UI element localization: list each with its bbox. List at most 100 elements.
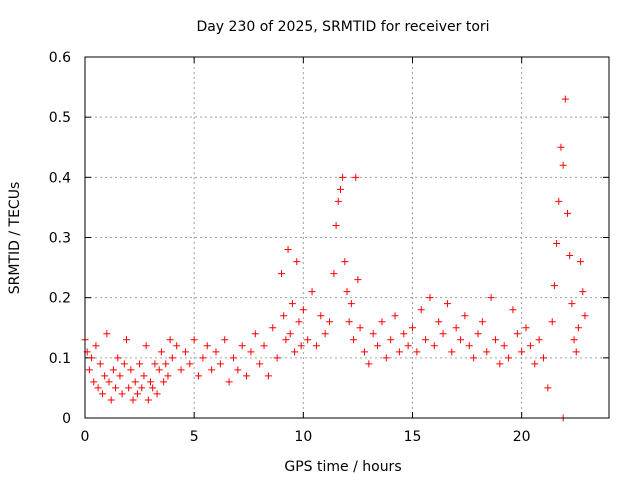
data-point <box>147 378 154 386</box>
y-tick-label: 0.4 <box>49 170 71 186</box>
data-point <box>157 348 165 356</box>
data-point <box>140 372 148 380</box>
data-point <box>572 348 580 356</box>
data-point <box>557 143 565 151</box>
y-tick-label: 0.1 <box>49 351 71 367</box>
data-point <box>439 330 447 338</box>
data-point <box>505 354 513 362</box>
data-point <box>487 294 495 302</box>
data-point <box>282 336 290 344</box>
data-point <box>382 354 390 362</box>
data-point <box>448 348 456 356</box>
data-points <box>81 95 589 422</box>
data-point <box>579 288 587 296</box>
data-point <box>395 348 403 356</box>
data-point <box>341 258 349 266</box>
data-point <box>116 372 124 380</box>
data-point <box>308 288 316 296</box>
data-point <box>312 342 320 350</box>
y-tick-label: 0.3 <box>49 231 71 247</box>
data-point <box>195 372 203 380</box>
data-point <box>238 342 246 350</box>
data-point <box>190 336 198 344</box>
data-point <box>417 306 425 314</box>
x-tick-label: 0 <box>81 429 90 445</box>
data-point <box>509 306 517 314</box>
data-point <box>496 360 504 368</box>
data-point <box>199 354 207 362</box>
data-point <box>125 384 133 392</box>
data-point <box>531 360 539 368</box>
data-point <box>149 384 157 392</box>
y-tick-label: 0.2 <box>49 291 71 307</box>
data-point <box>474 330 482 338</box>
data-point <box>347 300 355 308</box>
data-point <box>94 384 102 392</box>
data-point <box>345 318 353 326</box>
data-point <box>212 348 220 356</box>
data-point <box>133 390 141 398</box>
data-point <box>400 330 408 338</box>
data-point <box>177 366 185 374</box>
data-point <box>160 378 168 386</box>
data-point <box>166 336 174 344</box>
data-point <box>354 276 362 284</box>
data-point <box>356 324 364 332</box>
data-point <box>85 366 93 374</box>
data-point <box>144 396 152 404</box>
data-point <box>409 324 416 332</box>
data-point <box>500 342 508 350</box>
data-point <box>243 372 251 380</box>
data-point <box>256 360 264 368</box>
data-point <box>391 312 399 320</box>
data-point <box>332 221 340 229</box>
data-point <box>120 360 128 368</box>
data-point <box>491 336 499 344</box>
data-point <box>518 348 526 356</box>
data-point <box>540 354 547 362</box>
data-point <box>286 330 294 338</box>
data-point <box>550 282 558 290</box>
data-point <box>107 396 115 404</box>
data-point <box>548 318 556 326</box>
data-point <box>330 270 338 278</box>
data-point <box>203 342 211 350</box>
y-tick-label: 0.5 <box>49 110 71 126</box>
data-point <box>321 330 329 338</box>
data-point <box>430 342 438 350</box>
y-axis-label: SRMTID / TECUs <box>7 182 23 295</box>
data-point <box>114 354 122 362</box>
data-point <box>155 366 163 374</box>
data-point <box>465 342 473 350</box>
data-point <box>127 366 135 374</box>
data-point <box>369 330 377 338</box>
data-point <box>291 348 299 356</box>
data-point <box>435 318 443 326</box>
chart-title: Day 230 of 2025, SRMTID for receiver tor… <box>196 19 489 35</box>
plot-frame <box>84 56 610 419</box>
data-point <box>581 312 589 320</box>
data-point <box>413 348 421 356</box>
data-point <box>118 390 126 398</box>
data-point <box>247 348 255 356</box>
data-point <box>535 336 543 344</box>
data-point <box>457 336 465 344</box>
data-point <box>186 360 194 368</box>
data-point <box>278 270 285 278</box>
x-tick-label: 15 <box>404 429 422 445</box>
data-point <box>566 252 574 260</box>
x-axis-label: GPS time / hours <box>284 459 401 475</box>
data-point <box>208 366 216 374</box>
data-point <box>452 324 460 332</box>
data-point <box>229 354 237 362</box>
data-point <box>483 348 491 356</box>
data-point <box>374 342 382 350</box>
data-point <box>559 161 567 169</box>
data-point <box>544 384 552 392</box>
x-tick-label: 20 <box>513 429 531 445</box>
data-point <box>122 336 130 344</box>
data-point <box>288 300 296 308</box>
data-point <box>221 336 229 344</box>
data-point <box>365 360 373 368</box>
